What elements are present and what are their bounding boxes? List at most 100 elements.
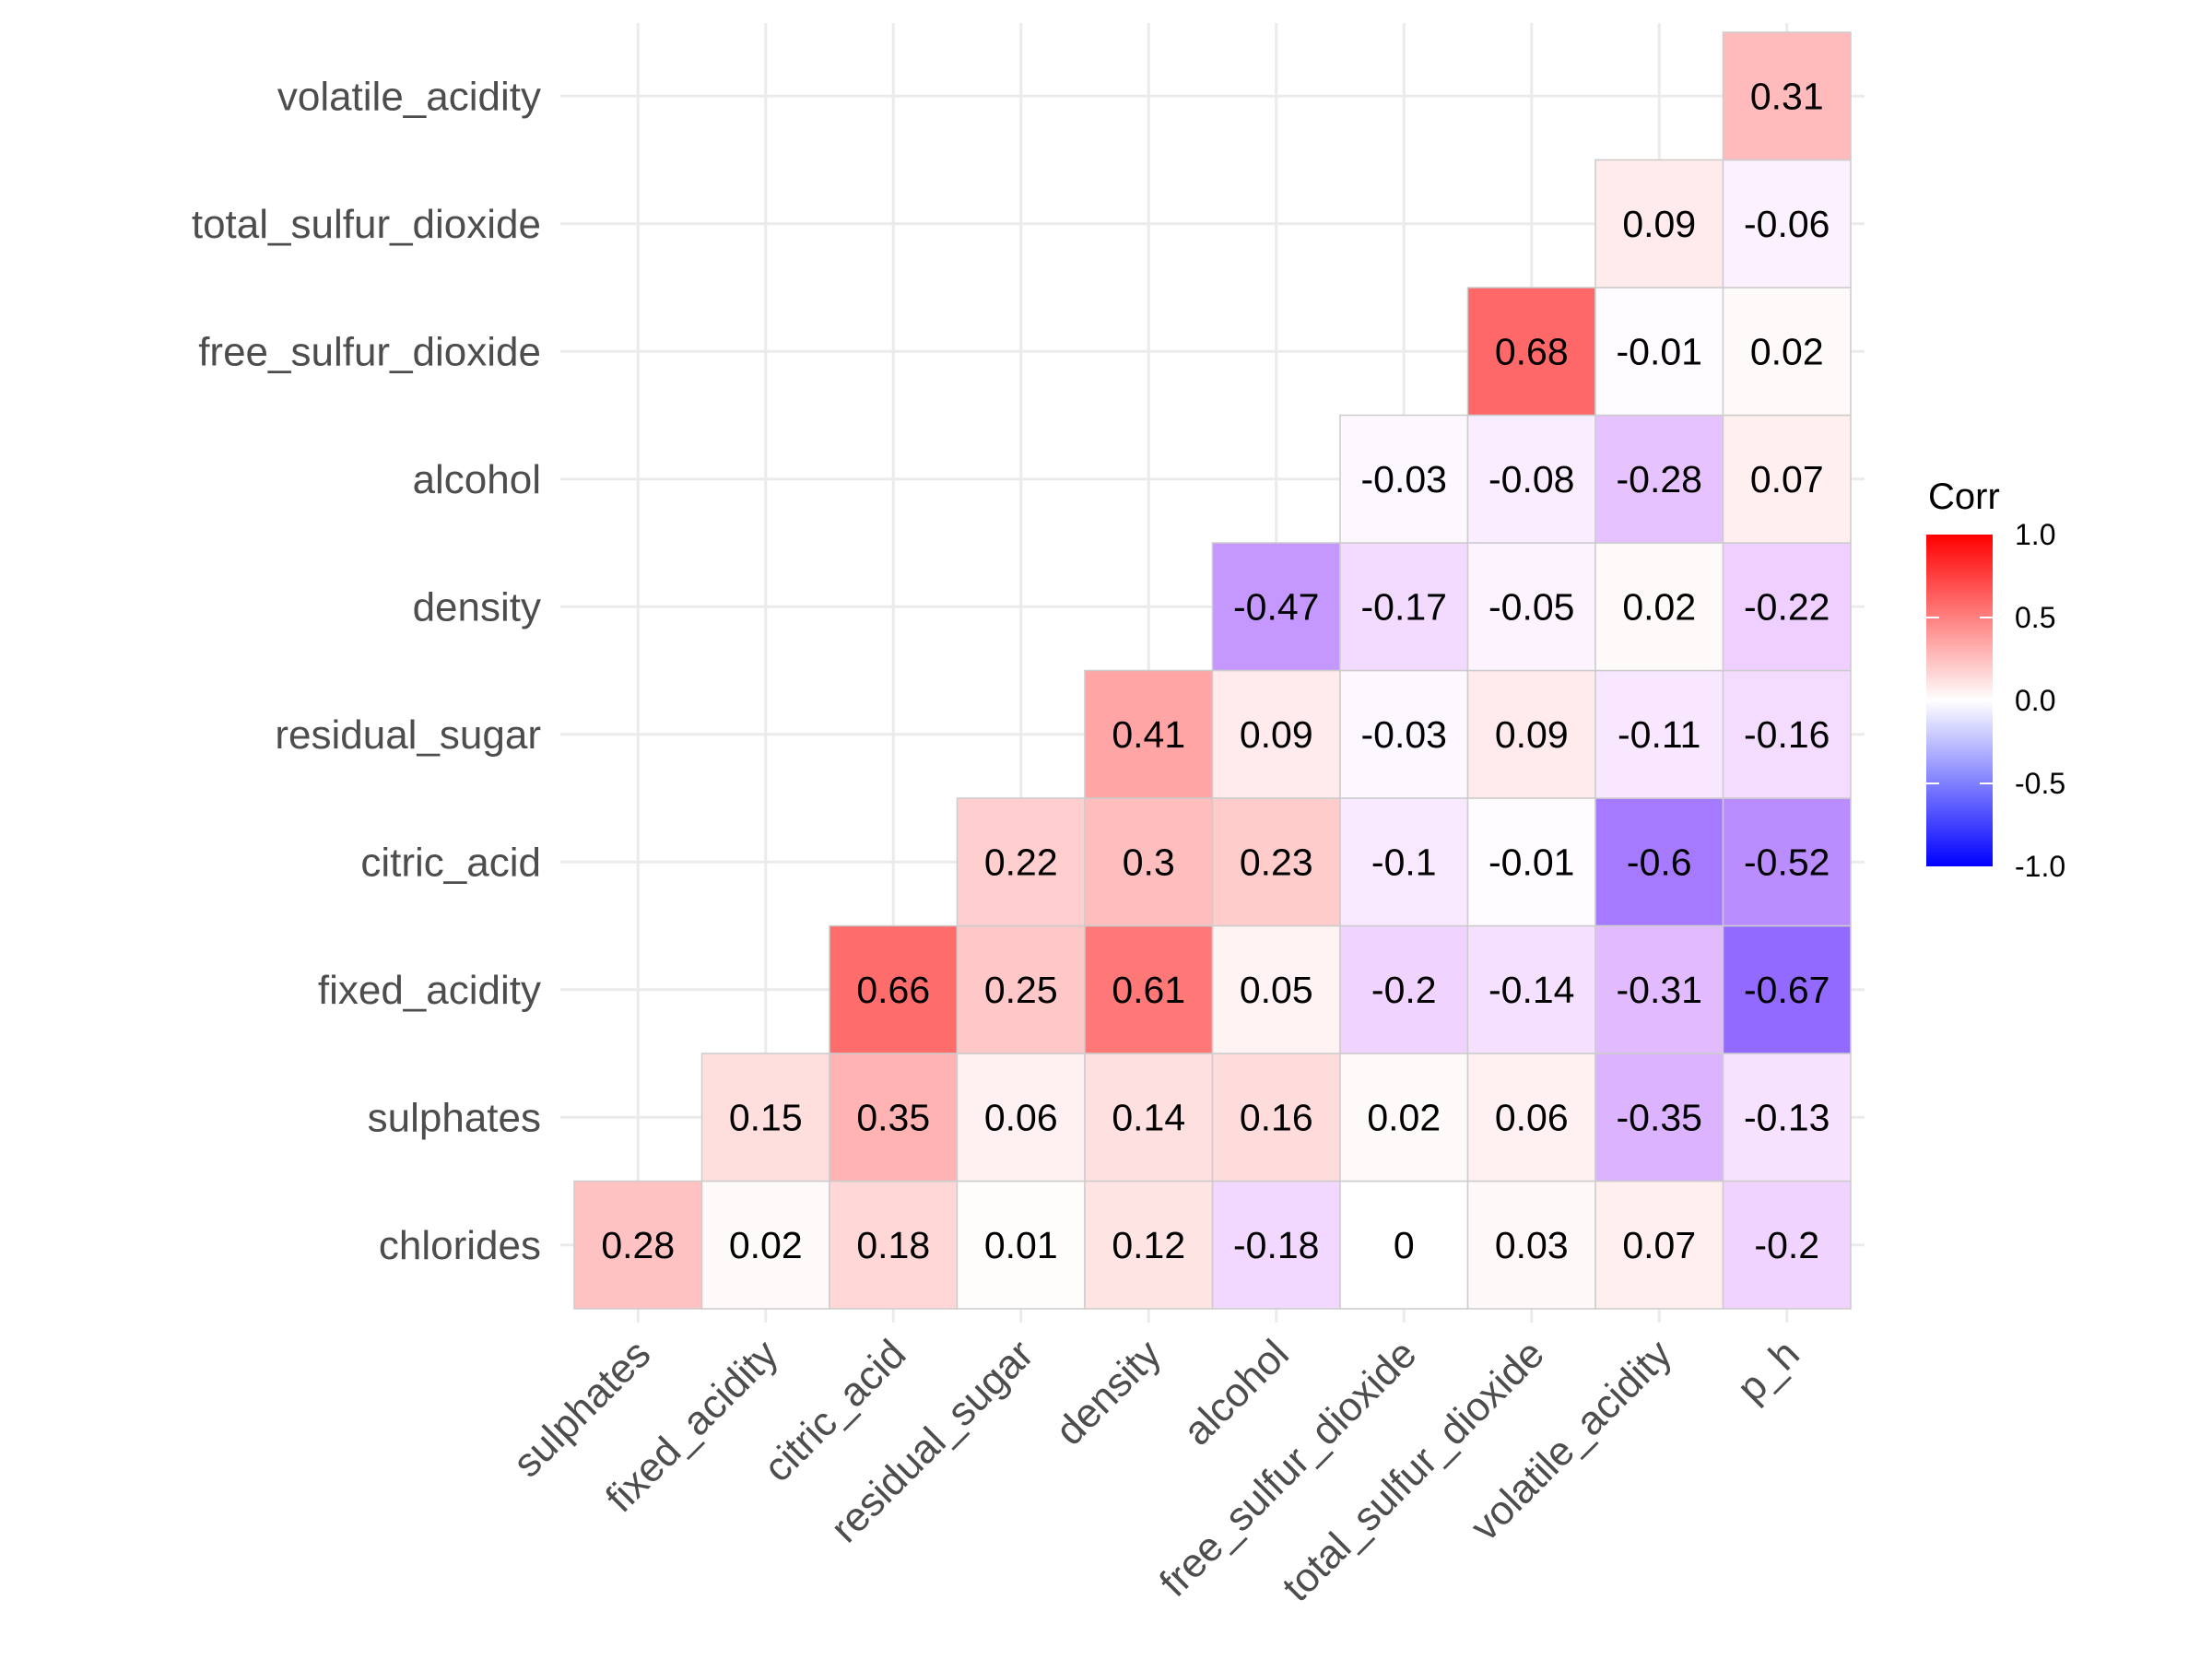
cell-value-label: -0.47 — [1233, 585, 1319, 628]
cell-value-label: -0.18 — [1233, 1224, 1319, 1266]
heatmap-cell — [1466, 542, 1596, 672]
heatmap-cell — [1594, 159, 1724, 288]
x-tick-label: density — [1047, 1331, 1170, 1453]
heatmap-cell — [1722, 287, 1852, 417]
cell-value-label: 0.07 — [1750, 458, 1824, 500]
cell-value-label: -0.28 — [1617, 458, 1702, 500]
heatmap-cell — [1722, 414, 1852, 544]
heatmap-cell — [1084, 924, 1214, 1054]
cell-value-label: -0.17 — [1361, 585, 1447, 628]
heatmap-cell — [1211, 542, 1341, 672]
heatmap-cell — [700, 1180, 830, 1310]
heatmap-cell — [1339, 669, 1469, 799]
cell-value-label: -0.05 — [1488, 585, 1574, 628]
cell-value-label: 0.09 — [1495, 713, 1569, 756]
cell-value-label: 0.68 — [1495, 330, 1569, 372]
heatmap-cell — [1084, 1180, 1214, 1310]
heatmap-cell — [1339, 797, 1469, 927]
cell-value-label: -0.06 — [1744, 203, 1830, 245]
cell-value-label: 0.07 — [1622, 1224, 1696, 1266]
cell-value-label: -0.2 — [1754, 1224, 1819, 1266]
heatmap-cell — [1339, 1053, 1469, 1182]
y-tick-label: free_sulfur_dioxide — [198, 329, 541, 374]
heatmap-cell — [1594, 287, 1724, 417]
heatmap-cell — [1466, 1053, 1596, 1182]
cell-value-label: -0.31 — [1617, 969, 1702, 1011]
heatmap-cell — [700, 1053, 830, 1182]
heatmap-cell — [1722, 159, 1852, 288]
heatmap-cell — [1722, 669, 1852, 799]
cell-value-label: 0.02 — [1367, 1096, 1441, 1138]
cell-value-label: -0.52 — [1744, 841, 1830, 883]
cell-value-label: 0 — [1394, 1224, 1415, 1266]
legend-ticks: 1.0 0.5 0.0 -0.5 -1.0 — [1926, 518, 2065, 883]
y-tick-label: sulphates — [368, 1095, 541, 1140]
cell-value-label: -0.16 — [1744, 713, 1830, 756]
cell-value-label: -0.6 — [1627, 841, 1692, 883]
heatmap-cell — [1466, 669, 1596, 799]
y-tick-label: residual_sugar — [275, 712, 541, 758]
legend-tick-label: -0.5 — [2015, 767, 2065, 800]
heatmap-cell — [956, 924, 1086, 1054]
y-tick-label: total_sulfur_dioxide — [192, 202, 541, 247]
heatmap-cell — [1594, 1180, 1724, 1310]
cell-value-label: 0.41 — [1112, 713, 1185, 756]
cell-value-label: 0.06 — [1495, 1096, 1569, 1138]
heatmap-cell — [1594, 1053, 1724, 1182]
cell-value-label: 0.15 — [729, 1096, 803, 1138]
heatmap-cell — [1722, 31, 1852, 161]
cell-value-label: -0.2 — [1371, 969, 1437, 1011]
heatmap-cell — [1594, 542, 1724, 672]
heatmap-cell — [1339, 542, 1469, 672]
cell-value-label: -0.14 — [1488, 969, 1574, 1011]
cell-value-label: -0.03 — [1361, 458, 1447, 500]
cell-value-label: -0.1 — [1371, 841, 1437, 883]
heatmap-cell — [573, 1180, 703, 1310]
x-axis: sulphatesfixed_aciditycitric_acidresidua… — [504, 1331, 1807, 1610]
cell-value-label: 0.09 — [1622, 203, 1696, 245]
y-tick-label: fixed_acidity — [318, 968, 541, 1013]
cell-value-label: -0.03 — [1361, 713, 1447, 756]
heatmap-cell — [829, 1180, 959, 1310]
cell-value-label: 0.16 — [1240, 1096, 1313, 1138]
heatmap-cell — [956, 1053, 1086, 1182]
cell-value-label: 0.25 — [984, 969, 1058, 1011]
cell-value-label: -0.67 — [1744, 969, 1830, 1011]
heatmap-cell — [1594, 924, 1724, 1054]
heatmap-cell — [1722, 1053, 1852, 1182]
heatmap-cell — [1466, 924, 1596, 1054]
cell-value-label: 0.09 — [1240, 713, 1313, 756]
cell-value-labels: 0.28 0.02 0.18 0.01 0.12 -0.18 0 0.03 0.07 -0.2 0.… — [601, 75, 1830, 1266]
cell-value-label: -0.22 — [1744, 585, 1830, 628]
cell-value-label: 0.02 — [729, 1224, 803, 1266]
heatmap-cell — [1211, 797, 1341, 927]
cell-value-label: 0.05 — [1240, 969, 1313, 1011]
heatmap-cell — [1466, 287, 1596, 417]
cell-value-label: 0.61 — [1112, 969, 1185, 1011]
cell-value-label: 0.12 — [1112, 1224, 1185, 1266]
heatmap-cell — [1084, 797, 1214, 927]
legend-tick-label: 0.0 — [2015, 684, 2055, 717]
heatmap-cell — [1466, 414, 1596, 544]
heatmap-cell — [956, 797, 1086, 927]
cell-value-label: 0.14 — [1112, 1096, 1185, 1138]
heatmap-tiles — [573, 31, 1852, 1310]
y-tick-label: chlorides — [379, 1223, 541, 1268]
y-tick-label: volatile_acidity — [277, 74, 541, 119]
cell-value-label: -0.08 — [1488, 458, 1574, 500]
heatmap-cell — [1466, 1180, 1596, 1310]
cell-value-label: 0.01 — [984, 1224, 1058, 1266]
heatmap-cell — [1594, 669, 1724, 799]
x-tick-label: p_h — [1728, 1331, 1808, 1411]
y-tick-label: citric_acid — [360, 840, 541, 885]
cell-value-label: -0.01 — [1617, 330, 1702, 372]
heatmap-cell — [1211, 1180, 1341, 1310]
cell-value-label: -0.11 — [1618, 713, 1700, 756]
heatmap-cell — [1594, 797, 1724, 927]
cell-value-label: 0.02 — [1750, 330, 1824, 372]
cell-value-label: 0.23 — [1240, 841, 1313, 883]
x-tick-label: alcohol — [1175, 1331, 1298, 1453]
heatmap-cell — [1339, 414, 1469, 544]
legend-title: Corr — [1928, 477, 2000, 517]
